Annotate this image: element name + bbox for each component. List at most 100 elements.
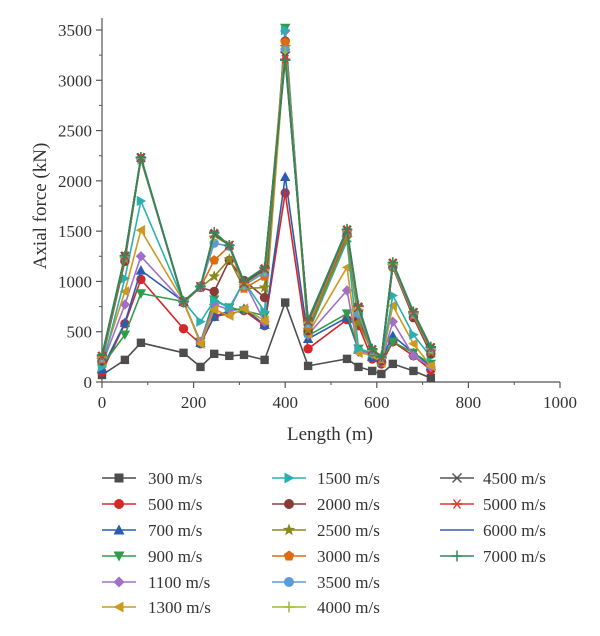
data-point: [387, 257, 399, 268]
data-point: [224, 310, 234, 321]
data-point: [281, 298, 290, 307]
data-point: [136, 338, 146, 347]
series-layer: [96, 23, 437, 383]
legend-label: 1300 m/s: [148, 598, 211, 617]
legend-label: 3000 m/s: [317, 547, 380, 566]
legend-item: 1300 m/s: [102, 598, 211, 617]
data-point: [225, 351, 234, 361]
legend-label: 1500 m/s: [317, 469, 380, 488]
data-point: [209, 311, 220, 321]
data-point: [195, 338, 205, 349]
data-point: [136, 195, 147, 207]
data-point: [367, 343, 378, 355]
y-tick-label: 1000: [58, 272, 92, 291]
y-axis-title: Axial force (kN): [30, 143, 51, 270]
data-point: [302, 314, 314, 325]
data-point: [425, 341, 437, 352]
data-point: [239, 350, 249, 360]
data-point: [209, 286, 219, 297]
data-point: [409, 366, 418, 376]
x-tick-label: 200: [181, 393, 207, 412]
legend-marker: [114, 499, 124, 509]
data-point: [260, 306, 270, 317]
x-tick-label: 400: [272, 393, 298, 412]
data-point: [353, 300, 364, 311]
legend-item: 3500 m/s: [272, 573, 380, 592]
data-point: [209, 255, 220, 265]
legend-item: 1500 m/s: [272, 469, 380, 488]
legend-label: 1100 m/s: [148, 573, 210, 592]
legend-item: 500 m/s: [102, 495, 202, 514]
legend-marker: [284, 472, 295, 484]
legend-item: 2500 m/s: [272, 521, 380, 540]
legend-label: 7000 m/s: [483, 547, 546, 566]
x-tick-label: 0: [98, 393, 107, 412]
legend-item: 4000 m/s: [272, 598, 380, 617]
data-point: [135, 265, 147, 275]
legend-marker: [283, 601, 295, 613]
data-point: [224, 240, 235, 251]
data-point: [195, 281, 206, 292]
y-tick-label: 3000: [58, 71, 92, 90]
data-point: [280, 54, 291, 66]
data-point: [387, 337, 399, 347]
legend-marker: [451, 499, 463, 509]
series-15: [96, 54, 437, 363]
data-point: [303, 344, 313, 354]
data-point: [388, 290, 399, 301]
y-tick-label: 2000: [58, 172, 92, 191]
data-point: [210, 349, 219, 359]
legend-marker: [113, 601, 124, 613]
y-tick-label: 0: [84, 373, 93, 392]
series-line: [101, 59, 432, 358]
legend-marker: [113, 551, 125, 562]
legend-marker: [113, 524, 125, 535]
data-point: [377, 369, 386, 379]
data-point: [196, 316, 206, 327]
data-point: [238, 303, 249, 314]
legend-label: 300 m/s: [148, 469, 202, 488]
legend-label: 5000 m/s: [483, 495, 546, 514]
y-tick-label: 1500: [58, 222, 92, 241]
data-point: [341, 309, 353, 319]
data-point: [408, 306, 419, 317]
data-point: [119, 317, 131, 327]
legend-item: 2000 m/s: [272, 495, 380, 514]
data-point: [178, 323, 189, 334]
data-point: [119, 286, 130, 297]
data-point: [209, 304, 219, 315]
data-point: [388, 359, 398, 369]
legend-label: 700 m/s: [148, 521, 202, 540]
legend: 300 m/s 500 m/s 700 m/s 900 m/s 1100 m/s 1300…: [102, 469, 546, 617]
x-tick-label: 600: [364, 393, 390, 412]
x-tick-label: 1000: [543, 393, 577, 412]
x-tick-label: 800: [456, 393, 482, 412]
data-point: [280, 171, 291, 182]
legend-marker: [114, 473, 124, 483]
y-tick-label: 3500: [58, 21, 92, 40]
data-point: [135, 251, 147, 262]
legend-label: 500 m/s: [148, 495, 202, 514]
data-point: [223, 253, 236, 265]
legend-label: 2500 m/s: [317, 521, 380, 540]
x-axis-title: Length (m): [287, 424, 373, 445]
data-point: [354, 343, 364, 355]
data-point: [352, 316, 365, 328]
legend-item: 1100 m/s: [102, 573, 210, 592]
data-point: [135, 224, 146, 236]
legend-label: 6000 m/s: [483, 521, 546, 540]
legend-label: 4500 m/s: [483, 469, 546, 488]
data-point: [120, 273, 131, 284]
legend-marker: [451, 550, 463, 562]
legend-marker: [284, 577, 294, 587]
axes: 0 200 400 600 800 1000 0 500 1000 1500 2000 2500 300…: [58, 18, 577, 412]
legend-item: 5000 m/s: [440, 495, 546, 514]
data-point: [196, 362, 205, 372]
data-point: [426, 373, 436, 383]
data-point: [376, 351, 387, 363]
data-point: [259, 262, 270, 273]
data-point: [368, 366, 377, 376]
data-point: [259, 315, 269, 326]
data-point: [210, 295, 220, 306]
